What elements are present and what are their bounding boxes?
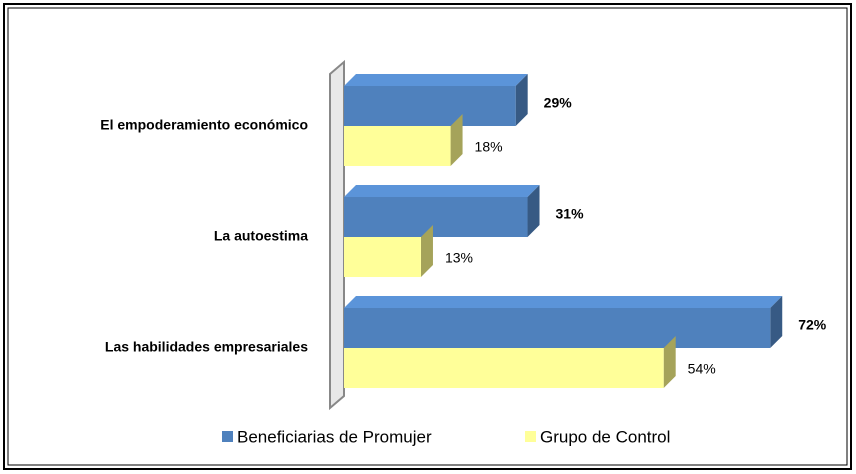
legend-label: Beneficiarias de Promujer: [237, 427, 432, 446]
bar-side: [515, 74, 528, 126]
category-label: Las habilidades empresariales: [105, 339, 308, 355]
value-label: 54%: [688, 361, 716, 377]
bar: [344, 86, 516, 126]
value-label: 29%: [544, 95, 573, 111]
bar-top: [344, 296, 783, 308]
legend-swatch: [525, 431, 536, 442]
value-label: 18%: [475, 139, 503, 155]
bar: [344, 126, 451, 166]
bar-top: [344, 185, 540, 197]
back-wall: [329, 59, 345, 411]
bar: [344, 237, 421, 277]
value-label: 13%: [445, 250, 473, 266]
category-label: La autoestima: [214, 228, 308, 244]
bar-side: [450, 114, 463, 166]
legend-swatch: [222, 431, 233, 442]
bar: [344, 308, 771, 348]
chart-inner-border: [7, 7, 848, 466]
bar-side: [663, 336, 676, 388]
bar: [344, 197, 528, 237]
bar-side: [527, 185, 540, 237]
bar-side: [420, 225, 433, 277]
legend-label: Grupo de Control: [540, 427, 670, 446]
value-label: 72%: [798, 317, 827, 333]
category-label: El empoderamiento económico: [100, 117, 308, 133]
bar: [344, 348, 664, 388]
bar-top: [344, 74, 528, 86]
value-label: 31%: [556, 206, 585, 222]
bar-side: [770, 296, 783, 348]
